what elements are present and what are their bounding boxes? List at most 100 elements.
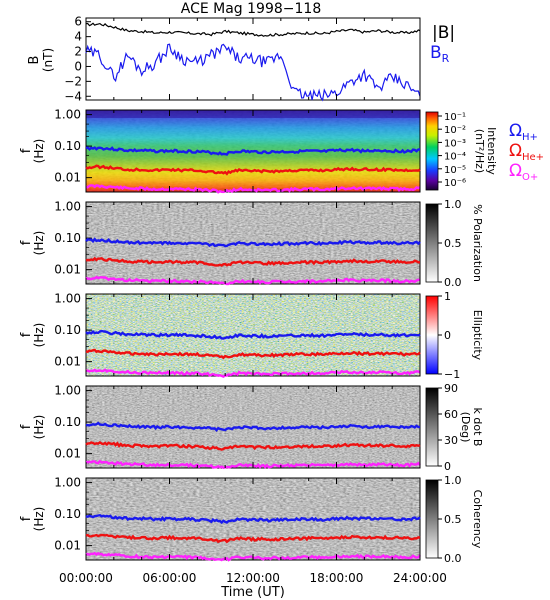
f-yunit: (Hz) bbox=[32, 323, 46, 348]
colorbar-tick-label: 1.0 bbox=[444, 198, 462, 211]
colorbar-unit: (Deg) bbox=[459, 412, 472, 443]
gyrofrequency-h-plus-line bbox=[85, 146, 421, 156]
colorbar-tick-label: 0.5 bbox=[444, 513, 462, 526]
f-y-tick-label: 0.10 bbox=[54, 415, 81, 429]
colorbar-tick-label: 0.5 bbox=[444, 237, 462, 250]
legend-omega-he: ΩHe+ bbox=[509, 141, 544, 163]
colorbar-title: % Polarization bbox=[471, 204, 484, 282]
gyrofrequency-h-plus-line bbox=[85, 237, 421, 248]
b-y-tick-label: 2 bbox=[74, 45, 82, 59]
legend-omega-h: ΩH+ bbox=[509, 121, 538, 143]
colorbar-tick-label: 60 bbox=[444, 408, 458, 421]
legend-b-total: |B| bbox=[432, 23, 455, 43]
f-y-tick-label: 1.00 bbox=[54, 476, 81, 490]
b-y-axis-label: B (nT) bbox=[27, 48, 55, 72]
legend-omega-h-sub: H+ bbox=[522, 132, 538, 143]
b-yunit: (nT) bbox=[41, 48, 55, 72]
colorbar-unit: (nT²/Hz) bbox=[473, 129, 486, 173]
b-y-tick-label: −2 bbox=[64, 74, 82, 88]
f-y-tick-label: 0.10 bbox=[54, 139, 81, 153]
f-y-tick-label: 1.00 bbox=[54, 200, 81, 214]
f-axis-label: f(Hz) bbox=[19, 507, 46, 532]
time-tick-label: 06:00:00 bbox=[143, 571, 197, 585]
time-tick-label: 18:00:00 bbox=[310, 571, 364, 585]
legend-b-radial-sub: R bbox=[442, 52, 450, 65]
b-y-tick-label: 6 bbox=[74, 15, 82, 29]
gyrofrequency-he-plus-line bbox=[85, 348, 421, 360]
f-y-tick-label: 1.00 bbox=[54, 292, 81, 306]
colorbar-tick-label: 1 bbox=[444, 290, 451, 303]
f-y-tick-label: 0.01 bbox=[54, 171, 81, 185]
time-tick-label: 24:00:00 bbox=[393, 571, 447, 585]
f-ylabel: f bbox=[19, 516, 34, 521]
legend-omega-h-main: Ω bbox=[509, 121, 522, 141]
gyrofrequency-he-plus-line bbox=[85, 440, 421, 451]
f-axis-label: f(Hz) bbox=[19, 139, 46, 164]
time-tick-label: 12:00:00 bbox=[226, 571, 280, 585]
legend-b-radial-main: B bbox=[430, 43, 442, 63]
legend-omega-o-sub: O+ bbox=[522, 172, 538, 183]
f-y-tick-label: 0.01 bbox=[54, 539, 81, 553]
f-y-tick-label: 0.10 bbox=[54, 323, 81, 337]
colorbar-tick-label: 90 bbox=[444, 382, 458, 395]
gyrofrequency-h-plus-line bbox=[85, 421, 421, 432]
f-y-tick-label: 0.10 bbox=[54, 507, 81, 521]
f-yunit: (Hz) bbox=[32, 415, 46, 440]
colorbar-tick-label: 30 bbox=[444, 434, 458, 447]
b-y-tick-label: 0 bbox=[74, 59, 82, 73]
colorbar-tick-label: 10⁻² bbox=[444, 125, 466, 136]
colorbar-tick-label: 10⁻⁵ bbox=[444, 165, 466, 176]
colorbar bbox=[425, 479, 439, 559]
f-axis-label: f(Hz) bbox=[19, 323, 46, 348]
f-yunit: (Hz) bbox=[32, 231, 46, 256]
time-tick-label: 00:00:00 bbox=[59, 571, 113, 585]
colorbar-label: Intensity (nT²/Hz) bbox=[473, 127, 498, 175]
f-y-tick-label: 0.01 bbox=[54, 263, 81, 277]
colorbar bbox=[425, 203, 439, 283]
f-y-tick-label: 0.01 bbox=[54, 355, 81, 369]
f-y-tick-label: 0.10 bbox=[54, 231, 81, 245]
figure-title: ACE Mag 1998−118 bbox=[181, 1, 321, 17]
legend-omega-o: ΩO+ bbox=[509, 161, 538, 183]
gyrofrequency-h-plus-line bbox=[85, 513, 421, 525]
b-y-tick-label: −4 bbox=[64, 89, 82, 103]
legend-b-radial: BR bbox=[430, 43, 450, 65]
colorbar-tick-label: 0 bbox=[444, 329, 451, 342]
f-yunit: (Hz) bbox=[32, 507, 46, 532]
f-ylabel: f bbox=[19, 148, 34, 153]
legend-omega-o-main: Ω bbox=[509, 161, 522, 181]
f-axis-label: f(Hz) bbox=[19, 231, 46, 256]
b-ylabel: B bbox=[27, 56, 42, 65]
f-y-tick-label: 1.00 bbox=[54, 384, 81, 398]
f-y-tick-label: 1.00 bbox=[54, 108, 81, 122]
colorbar-title: Coherency bbox=[471, 490, 484, 549]
colorbar-tick-label: 0.0 bbox=[444, 552, 462, 565]
b-y-tick-label: 4 bbox=[74, 30, 82, 44]
colorbar-title: Ellipticity bbox=[471, 310, 484, 361]
colorbar-title: Intensity bbox=[485, 127, 498, 175]
f-axis-label: f(Hz) bbox=[19, 415, 46, 440]
colorbar-tick-label: 1.0 bbox=[444, 474, 462, 487]
colorbar-tick-label: 0.0 bbox=[444, 276, 462, 289]
f-ylabel: f bbox=[19, 424, 34, 429]
colorbar-tick-label: −1 bbox=[444, 368, 460, 381]
legend-omega-he-sub: He+ bbox=[522, 152, 544, 163]
f-y-tick-label: 0.01 bbox=[54, 447, 81, 461]
f-ylabel: f bbox=[19, 332, 34, 337]
colorbar-title: k dot B bbox=[471, 408, 484, 447]
colorbar-tick-label: 0 bbox=[444, 460, 451, 473]
b-radial-line bbox=[85, 43, 421, 102]
colorbar-tick-label: 10⁻¹ bbox=[444, 112, 466, 123]
colorbar bbox=[425, 111, 439, 191]
b-total-line bbox=[85, 22, 421, 37]
colorbar-tick-label: 10⁻⁴ bbox=[444, 152, 466, 163]
colorbar bbox=[425, 295, 439, 375]
gyrofrequency-he-plus-line bbox=[85, 164, 421, 176]
gyrofrequency-he-plus-line bbox=[85, 256, 420, 267]
time-axis-label: Time (UT) bbox=[220, 585, 285, 600]
colorbar-tick-label: 10⁻⁶ bbox=[444, 178, 466, 189]
legend-omega-he-main: Ω bbox=[509, 141, 522, 161]
